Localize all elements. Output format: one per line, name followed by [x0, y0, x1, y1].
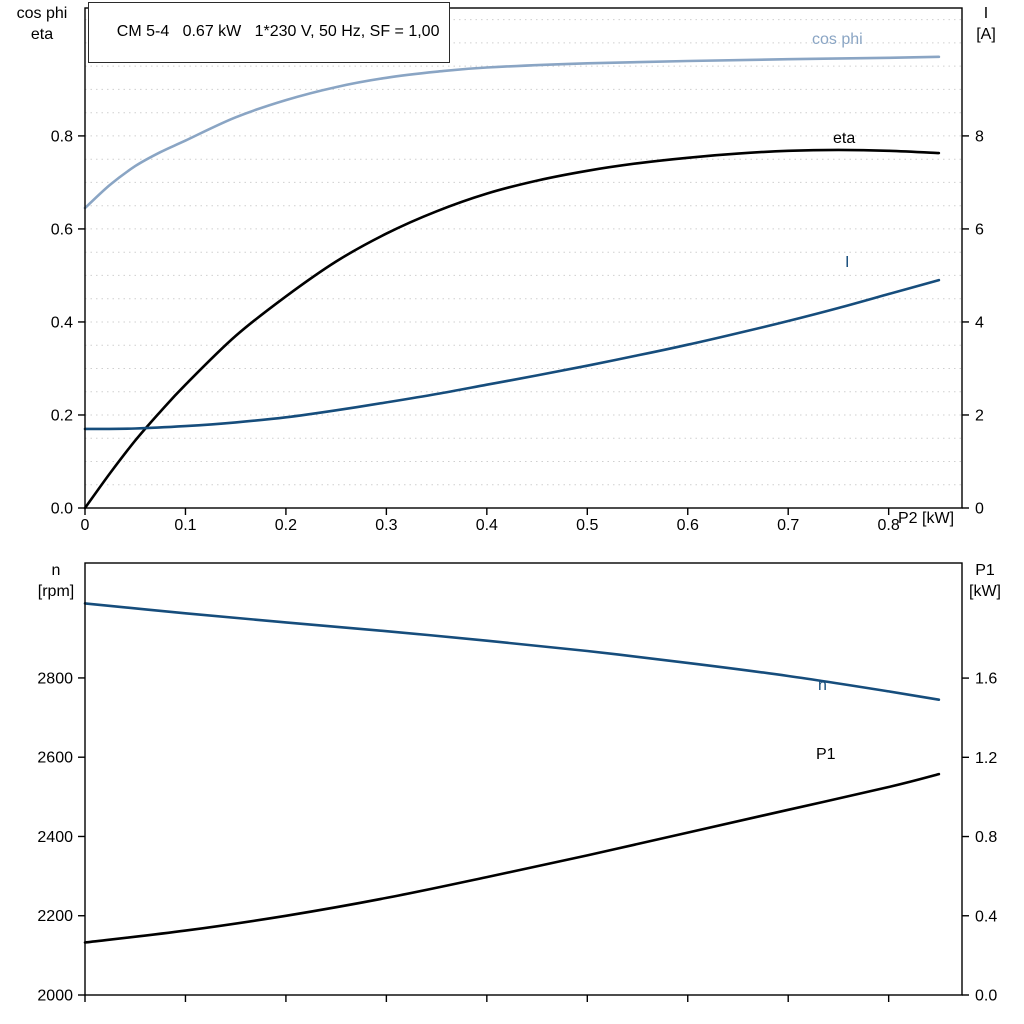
- curve-label-current: I: [845, 254, 850, 271]
- tick-label: 0: [81, 517, 90, 534]
- plot-frame: [84, 7, 963, 509]
- tick-label: 0.7: [777, 517, 799, 534]
- left-axis-label-cos-phi: cos phi: [16, 5, 68, 22]
- curve-p1: [83, 772, 941, 944]
- tick-label: 2400: [37, 829, 73, 846]
- tick-label: 1.6: [975, 671, 997, 688]
- tick-label: 0.3: [375, 517, 397, 534]
- tick-label: 2000: [37, 988, 73, 1005]
- tick-label: 0.1: [174, 517, 196, 534]
- left-axis-label-n: n: [51, 562, 61, 579]
- tick-label: 0.2: [275, 517, 297, 534]
- tick-label: 0.6: [51, 221, 73, 238]
- tick-label: 2: [975, 407, 984, 424]
- tick-label: 0.8: [975, 829, 997, 846]
- curve-label-input-power: P1: [816, 746, 836, 763]
- right-axis-label-kw: [kW]: [969, 583, 1001, 600]
- tick-label: 0.0: [975, 988, 997, 1005]
- tick-label: 0.0: [51, 501, 73, 518]
- tick-label: 0.4: [476, 517, 498, 534]
- tick-label: 1.2: [975, 750, 997, 767]
- curve-i: [83, 278, 941, 431]
- tick-label: 6: [975, 221, 984, 238]
- tick-label: 0.6: [677, 517, 699, 534]
- tick-label: 0.2: [51, 407, 73, 424]
- top-left-axis-label: cos phi eta: [0, 3, 84, 45]
- plot-frame: [84, 562, 963, 996]
- right-axis-label-amps: [A]: [976, 26, 996, 43]
- curve-label-cos-phi: cos phi: [812, 31, 863, 48]
- tick-label: 4: [975, 314, 984, 331]
- tick-label: 0: [975, 501, 984, 518]
- chart-title: CM 5-4 0.67 kW 1*230 V, 50 Hz, SF = 1,00: [116, 23, 440, 40]
- curve-label-eta: eta: [833, 130, 856, 147]
- curve-cos-phi: [83, 55, 941, 210]
- curve-label-speed: n: [818, 677, 827, 694]
- curve-n: [83, 602, 941, 701]
- top-right-axis-label: I [A]: [956, 3, 1016, 45]
- tick-label: 2200: [37, 908, 73, 925]
- tick-label: 0.8: [878, 517, 900, 534]
- x-axis-label: P2 [kW]: [898, 510, 955, 527]
- tick-label: 0.8: [51, 128, 73, 145]
- tick-label: 0.4: [975, 908, 997, 925]
- left-axis-label-eta: eta: [30, 26, 54, 43]
- tick-label: 2600: [37, 750, 73, 767]
- tick-label: 0.5: [576, 517, 598, 534]
- bottom-right-axis-label: P1 [kW]: [954, 560, 1016, 602]
- right-axis-label-i: I: [983, 5, 989, 22]
- curve-eta: [83, 148, 941, 510]
- bottom-left-axis-label: n [rpm]: [12, 560, 100, 602]
- tick-label: 0.4: [51, 314, 73, 331]
- right-axis-label-p1: P1: [975, 562, 995, 579]
- chart-title-box: CM 5-4 0.67 kW 1*230 V, 50 Hz, SF = 1,00: [88, 2, 451, 63]
- left-axis-label-rpm: [rpm]: [37, 583, 75, 600]
- tick-label: 8: [975, 128, 984, 145]
- tick-label: 2800: [37, 670, 73, 687]
